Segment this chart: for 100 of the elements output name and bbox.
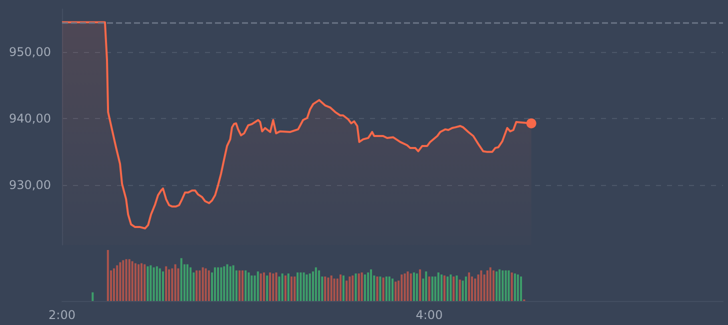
bar xyxy=(294,276,296,301)
bar xyxy=(364,274,366,301)
bar xyxy=(492,270,494,301)
bar xyxy=(250,276,253,301)
bar xyxy=(177,268,180,301)
bar xyxy=(229,266,232,301)
bar xyxy=(360,272,363,301)
bar xyxy=(342,276,344,301)
bar xyxy=(314,267,317,301)
bar xyxy=(462,280,464,301)
bar xyxy=(272,273,274,301)
bar xyxy=(437,272,440,301)
bar xyxy=(508,270,510,301)
bar xyxy=(131,261,134,301)
bar xyxy=(480,270,482,301)
bar xyxy=(214,267,216,301)
x-tick-label: 2:00 xyxy=(48,308,76,322)
bar xyxy=(254,276,256,301)
y-tick-label: 950,00 xyxy=(9,45,51,60)
bar xyxy=(281,273,284,301)
bar xyxy=(471,276,474,301)
bar xyxy=(150,265,152,301)
bar xyxy=(510,272,513,301)
y-tick-label: 940,00 xyxy=(9,112,51,126)
bar xyxy=(367,272,370,301)
bar xyxy=(290,276,293,301)
bar xyxy=(244,270,247,301)
bar xyxy=(122,260,124,301)
bar xyxy=(392,278,394,301)
bar xyxy=(450,274,452,301)
bar xyxy=(358,273,360,301)
bar xyxy=(352,276,354,301)
bar xyxy=(348,276,351,301)
bar xyxy=(202,267,204,301)
bar xyxy=(92,292,94,301)
bar xyxy=(318,270,320,301)
bar xyxy=(152,267,155,301)
bar xyxy=(483,274,486,301)
bar xyxy=(456,276,458,301)
bar xyxy=(474,278,476,301)
bar xyxy=(388,276,390,301)
bar xyxy=(452,276,455,301)
bar xyxy=(165,266,168,301)
bar xyxy=(400,274,403,301)
bar xyxy=(416,273,418,301)
bar xyxy=(336,278,338,301)
bar xyxy=(496,271,498,301)
bar xyxy=(296,272,299,301)
bar xyxy=(196,270,198,301)
bar xyxy=(128,259,130,301)
bar xyxy=(464,276,467,301)
bar xyxy=(440,274,443,301)
bar xyxy=(306,274,308,301)
bar xyxy=(394,282,397,301)
bar xyxy=(379,276,382,301)
bar xyxy=(248,272,250,301)
bar xyxy=(382,278,384,301)
bar xyxy=(385,276,388,301)
bar xyxy=(419,269,422,301)
bar xyxy=(140,263,143,301)
bar xyxy=(106,250,109,301)
bar xyxy=(300,272,302,301)
bar xyxy=(119,262,122,301)
bar xyxy=(204,268,207,301)
bar xyxy=(162,271,164,301)
bar xyxy=(333,278,336,301)
bar xyxy=(190,267,192,301)
bar xyxy=(238,270,241,301)
bar xyxy=(446,276,449,301)
bar xyxy=(256,271,259,301)
bar xyxy=(410,273,412,301)
bar xyxy=(171,268,174,301)
bar xyxy=(520,276,522,301)
bar xyxy=(144,264,146,301)
bar xyxy=(312,271,314,301)
bar xyxy=(370,269,372,301)
bar xyxy=(266,276,268,301)
bar xyxy=(232,265,234,301)
bar xyxy=(180,258,182,301)
bar xyxy=(287,273,290,301)
bar xyxy=(241,270,244,301)
bar xyxy=(468,272,470,301)
bar xyxy=(477,274,480,301)
bar xyxy=(404,273,406,301)
bar xyxy=(275,272,278,301)
bar xyxy=(376,276,378,301)
bar xyxy=(502,270,504,301)
bar xyxy=(504,270,507,301)
bar xyxy=(498,269,501,301)
bar xyxy=(174,264,176,301)
bar xyxy=(146,266,149,301)
bar xyxy=(324,276,326,301)
bar xyxy=(458,280,461,301)
bar xyxy=(208,270,210,301)
bar xyxy=(327,278,330,301)
bar xyxy=(269,272,272,301)
bar xyxy=(186,264,188,301)
bar xyxy=(134,263,136,301)
bar xyxy=(514,273,516,301)
bar xyxy=(308,273,311,301)
